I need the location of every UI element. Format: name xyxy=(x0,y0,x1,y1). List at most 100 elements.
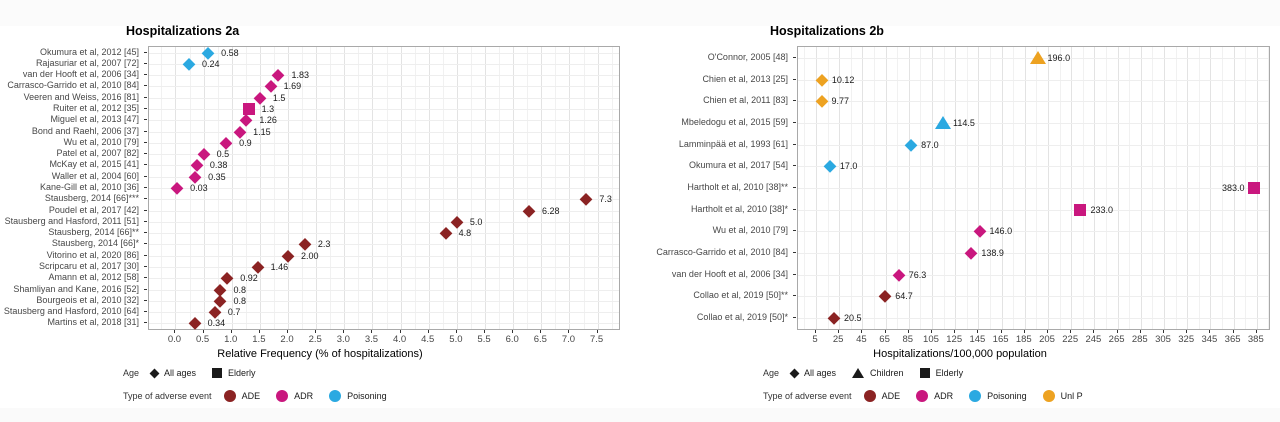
x-tick-label: 185 xyxy=(1015,334,1032,345)
gridline-horizontal xyxy=(149,323,619,325)
x-tick-mark xyxy=(1163,330,1164,333)
y-tick-mark xyxy=(144,311,147,313)
data-point-value: 7.3 xyxy=(599,194,612,205)
legend-label: Elderly xyxy=(935,368,964,378)
x-axis-title-2a: Relative Frequency (% of hospitalization… xyxy=(217,348,423,360)
y-tick-mark xyxy=(144,108,147,110)
data-point-marker-diamond xyxy=(171,181,184,195)
x-tick-label: 65 xyxy=(879,334,890,345)
y-tick-mark xyxy=(793,208,796,210)
gridline-horizontal xyxy=(798,318,1269,320)
x-tick-mark xyxy=(1209,330,1211,333)
x-tick-mark xyxy=(1232,330,1234,333)
y-axis-label: Vitorino et al, 2020 [86] xyxy=(46,249,139,260)
y-axis-label: Okumura et al, 2017 [54] xyxy=(688,160,788,171)
data-point-value: 0.5 xyxy=(216,149,230,160)
data-point-marker-diamond xyxy=(208,306,221,319)
x-tick-label: 2.0 xyxy=(280,334,294,345)
legend-row-age-title: Age xyxy=(763,368,780,378)
y-axis-label: Shamliyan and Kane, 2016 [52] xyxy=(13,283,139,294)
gridline-horizontal xyxy=(149,109,619,111)
y-tick-mark xyxy=(144,164,147,166)
x-tick-label: 3.5 xyxy=(364,334,379,345)
data-point-value: 4.8 xyxy=(458,228,472,239)
y-tick-mark xyxy=(793,187,796,188)
x-tick-label: 5 xyxy=(812,334,818,345)
legend-row-age-title: Age xyxy=(123,368,140,378)
y-tick-mark xyxy=(144,175,147,177)
gridline-horizontal xyxy=(798,166,1269,168)
y-axis-label: Chien et al, 2013 [25] xyxy=(702,73,788,84)
y-axis-label: Amann et al, 2012 [58] xyxy=(48,272,139,283)
gridline-horizontal xyxy=(149,199,619,201)
data-point-value: 1.3 xyxy=(261,104,275,115)
y-tick-mark xyxy=(144,288,147,290)
gridline-horizontal xyxy=(149,312,619,314)
x-tick-mark xyxy=(977,330,979,333)
x-tick-label: 7.5 xyxy=(590,334,604,345)
gridline-horizontal xyxy=(149,63,619,65)
y-axis-label: Collao et al, 2019 [50]* xyxy=(696,312,788,323)
x-tick-mark xyxy=(907,330,909,333)
data-point-marker-diamond xyxy=(182,57,195,70)
data-point-value: 64.7 xyxy=(895,291,913,302)
gridline-horizontal xyxy=(149,233,619,235)
y-tick-mark xyxy=(793,143,796,145)
data-point-marker-square xyxy=(1074,203,1087,216)
legend-label: ADR xyxy=(294,391,314,401)
data-point-value: 0.24 xyxy=(201,58,220,69)
y-tick-mark xyxy=(793,252,796,254)
gridline-horizontal xyxy=(798,122,1269,124)
data-point-marker-diamond xyxy=(240,114,253,127)
x-tick-mark xyxy=(174,330,176,333)
y-axis-label: Carrasco-Garrido et al, 2010 [84] xyxy=(7,80,139,91)
x-tick-label: 7.0 xyxy=(561,334,576,345)
legend-row-adverse-event-type-title: Type of adverse event xyxy=(763,391,852,401)
data-point-value: 9.77 xyxy=(831,96,850,107)
data-point-marker-diamond xyxy=(251,260,264,273)
gridline-horizontal xyxy=(798,253,1269,255)
data-point-value: 2.00 xyxy=(301,250,319,261)
data-point-value: 10.12 xyxy=(831,74,855,85)
x-tick-label: 25 xyxy=(832,334,844,345)
x-tick-label: 6.0 xyxy=(505,334,519,345)
legend-key-unl-p-icon xyxy=(1042,390,1055,402)
gridline-horizontal xyxy=(149,131,619,133)
legend-key-ade-icon xyxy=(223,390,236,402)
data-point-value: 76.3 xyxy=(908,269,927,280)
gridline-horizontal xyxy=(149,176,619,178)
data-point-marker-diamond xyxy=(197,148,210,161)
data-point-value: 1.15 xyxy=(253,126,271,137)
legend-label: ADE xyxy=(241,391,261,401)
y-axis-label: Poudel et al, 2017 [42] xyxy=(48,204,139,215)
data-point-value: 0.92 xyxy=(240,273,258,284)
y-axis-label: Miguel et al, 2013 [47] xyxy=(50,114,139,125)
y-axis-label: van der Hooft et al, 2006 [34] xyxy=(671,268,788,279)
x-tick-mark xyxy=(287,330,289,333)
y-axis-label: Martins et al, 2018 [31] xyxy=(47,317,139,328)
legend-row-adverse-event-type: Type of adverse event ADE ADR Poisoning Unl … xyxy=(763,389,1280,403)
x-tick-label: 85 xyxy=(902,334,914,345)
panel-hospitalizations-2b: Hospitalizations 2b Hospitalizations/100… xyxy=(640,0,1280,422)
gridline-horizontal xyxy=(149,244,619,246)
x-tick-label: 0.0 xyxy=(167,334,182,345)
gridline-horizontal xyxy=(149,86,619,88)
gridline-horizontal xyxy=(149,289,619,291)
x-tick-label: 385 xyxy=(1247,334,1264,345)
y-axis-label: Wu et al, 2010 [79] xyxy=(63,136,139,147)
gridline-horizontal xyxy=(149,188,619,189)
legend-key-diamond-icon xyxy=(789,368,800,378)
data-point-value: 0.35 xyxy=(208,171,226,182)
x-tick-label: 4.5 xyxy=(421,334,435,345)
x-tick-label: 3.0 xyxy=(336,334,350,345)
data-point-marker-triangle xyxy=(1029,50,1046,64)
y-tick-mark xyxy=(144,198,147,200)
data-point-value: 6.28 xyxy=(541,205,560,216)
y-tick-mark xyxy=(144,62,147,64)
data-point-marker-square xyxy=(242,103,255,116)
gridline-horizontal xyxy=(149,278,619,280)
gridline-horizontal xyxy=(149,120,619,122)
legend-label: Unl P xyxy=(1060,391,1083,401)
panel-hospitalizations-2a: Hospitalizations 2a Relative Frequency (… xyxy=(4,24,620,402)
data-point-marker-diamond xyxy=(973,225,986,238)
